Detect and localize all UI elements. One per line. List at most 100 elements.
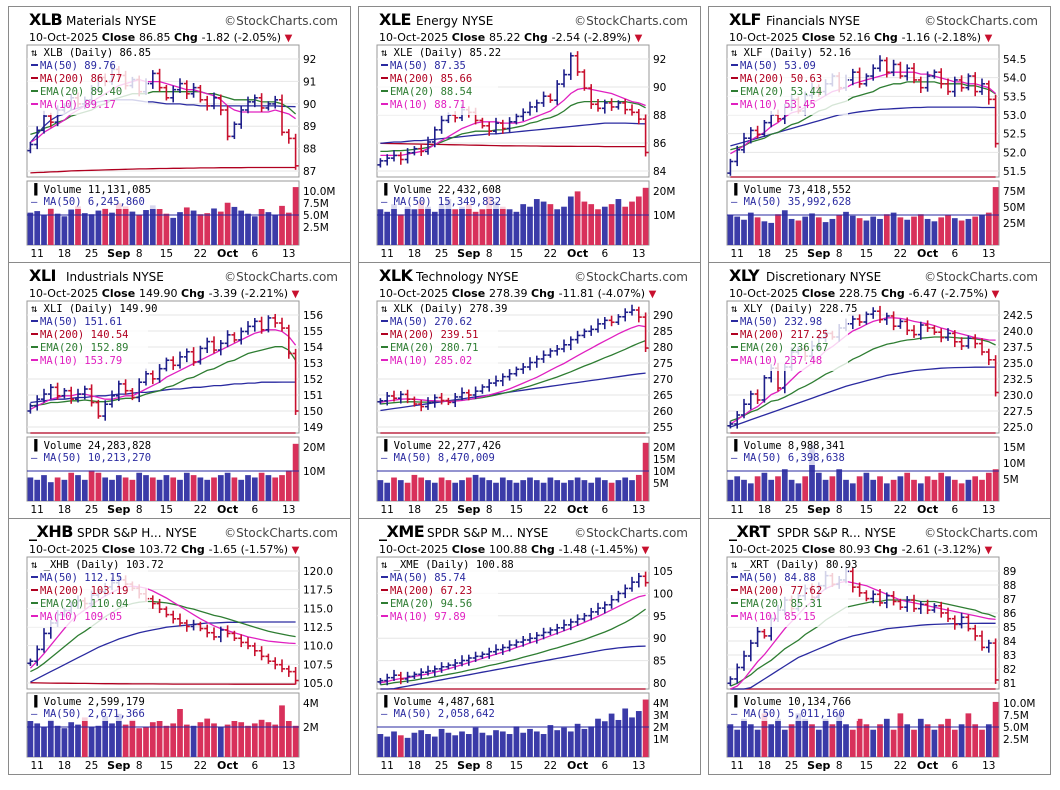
volume-tick-label: 1M (653, 734, 669, 746)
volume-bar (938, 472, 945, 501)
volume-bar (75, 206, 81, 245)
date-tick-label: 11 (31, 760, 44, 772)
daily-label: ⇅ XLE (Daily) 85.22 (381, 47, 501, 59)
brand-label: ©StockCharts.com (574, 526, 688, 540)
ma-legend-label: MA(50) 87.35 (390, 60, 466, 72)
price-tick-label: 149 (303, 422, 323, 434)
ma-legend-label: MA(50) 151.61 (40, 316, 122, 328)
chg-value: -3.39 (-2.21%) (208, 287, 292, 300)
volume-bar (272, 214, 279, 245)
price-tick-label: 90 (303, 99, 316, 111)
date-tick-label: 25 (85, 248, 98, 260)
ma-legend-label: EMA(20) 110.04 (40, 598, 129, 610)
price-tick-label: 110.0 (303, 641, 333, 653)
volume-bar (985, 724, 992, 757)
price-tick-label: 88 (653, 110, 666, 122)
security-name: Technology NYSE (416, 270, 519, 284)
volume-bar (554, 209, 561, 245)
chart-panel-xli[interactable]: XLI Industrials NYSE ©StockCharts.com 10-Oc… (8, 262, 351, 519)
date-tick-label: 6 (251, 504, 258, 516)
chart-panel-xly[interactable]: XLY Discretionary NYSE ©StockCharts.com 10-… (708, 262, 1051, 519)
volume-label: ▐ Volume 10,134,766 (731, 695, 851, 708)
volume-bar (465, 734, 472, 757)
chart-panel-xhb[interactable]: _XHB SPDR S&P H... NYSE ©StockCharts.com 10… (8, 518, 351, 775)
volume-bar (870, 216, 877, 245)
chart-panel-xlk[interactable]: XLK Technology NYSE ©StockCharts.com 10-Oct… (358, 262, 701, 519)
volume-bar (197, 214, 204, 245)
volume-bar (115, 475, 122, 501)
price-tick-label: 95 (653, 611, 666, 623)
price-tick-label: 260 (653, 406, 673, 418)
date-tick-label: 18 (58, 760, 71, 772)
down-triangle-icon[interactable]: ▼ (284, 33, 293, 44)
chg-label: Chg (531, 287, 559, 300)
chart-panel-xle[interactable]: XLE Energy NYSE ©StockCharts.com 10-Oct-202… (358, 6, 701, 263)
volume-bar (897, 713, 904, 757)
volume-tick-label: 10M (653, 210, 675, 222)
volume-bar (377, 480, 384, 501)
date-tick-label: 11 (31, 504, 44, 516)
volume-bar (285, 212, 292, 245)
volume-bar (985, 212, 992, 245)
volume-bar (520, 480, 527, 501)
close-value: 278.39 (489, 287, 532, 300)
date-tick-label: 8 (486, 248, 493, 260)
down-triangle-icon[interactable]: ▼ (641, 545, 650, 556)
volume-bar (285, 470, 292, 501)
date-tick-label: 15 (160, 248, 173, 260)
volume-bar (129, 719, 136, 757)
volume-ma-label: — MA(50) 2,671,366 (31, 708, 145, 720)
down-triangle-icon[interactable]: ▼ (984, 33, 993, 44)
volume-bar (761, 221, 768, 245)
price-tick-label: 81 (1003, 678, 1016, 690)
price-tick-label: 89 (1003, 566, 1016, 578)
volume-bar (445, 199, 452, 245)
down-triangle-icon[interactable]: ▼ (291, 545, 300, 556)
volume-tick-label: 4M (653, 698, 669, 710)
down-triangle-icon[interactable]: ▼ (291, 289, 300, 300)
date-tick-label: 6 (601, 504, 608, 516)
down-triangle-icon[interactable]: ▼ (984, 545, 993, 556)
volume-bar (499, 477, 506, 501)
price-tick-label: 237.5 (1003, 342, 1033, 354)
volume-bar (781, 210, 788, 245)
volume-bar (292, 443, 299, 501)
date-tick-label: 18 (408, 504, 421, 516)
volume-bar (384, 211, 391, 245)
chart-panel-xlb[interactable]: XLB Materials NYSE ©StockCharts.com 10-Oct-… (8, 6, 351, 263)
chart-panel-xlf[interactable]: XLF Financials NYSE ©StockCharts.com 10-Oct… (708, 6, 1051, 263)
volume-bar (615, 199, 622, 245)
down-triangle-icon[interactable]: ▼ (648, 289, 657, 300)
volume-bar (245, 475, 251, 501)
volume-tick-label: 75M (1003, 186, 1025, 198)
date-tick-label: 22 (894, 760, 907, 772)
date-tick-label: Oct (217, 503, 238, 516)
chg-label: Chg (874, 543, 902, 556)
volume-ma-label: — MA(50) 8,470,009 (381, 452, 495, 464)
volume-bar (561, 482, 567, 501)
volume-bar (438, 204, 445, 245)
price-tick-label: 89 (303, 121, 316, 133)
date-tick-label: 11 (381, 248, 394, 260)
chart-panel-xme[interactable]: _XME SPDR S&P M... NYSE ©StockCharts.com 10… (358, 518, 701, 775)
volume-bar (190, 725, 197, 757)
volume-bar (883, 718, 890, 757)
chart-panel-xrt[interactable]: _XRT SPDR S&P R... NYSE ©StockCharts.com 10… (708, 518, 1051, 775)
volume-bar (883, 483, 890, 501)
volume-bar (520, 204, 527, 245)
price-tick-label: 86 (1003, 608, 1017, 620)
line-ma50 (730, 622, 996, 690)
date-tick-label: 25 (85, 760, 98, 772)
volume-bar (95, 472, 102, 501)
date-tick-label: 13 (982, 248, 995, 260)
volume-bar (472, 474, 479, 501)
down-triangle-icon[interactable]: ▼ (991, 289, 1000, 300)
down-triangle-icon[interactable]: ▼ (634, 33, 643, 44)
volume-bar (95, 210, 102, 245)
volume-bar (486, 480, 493, 501)
volume-bar (245, 213, 251, 245)
volume-bar (285, 721, 292, 757)
volume-bar (459, 480, 465, 501)
date-tick-label: 8 (136, 248, 143, 260)
